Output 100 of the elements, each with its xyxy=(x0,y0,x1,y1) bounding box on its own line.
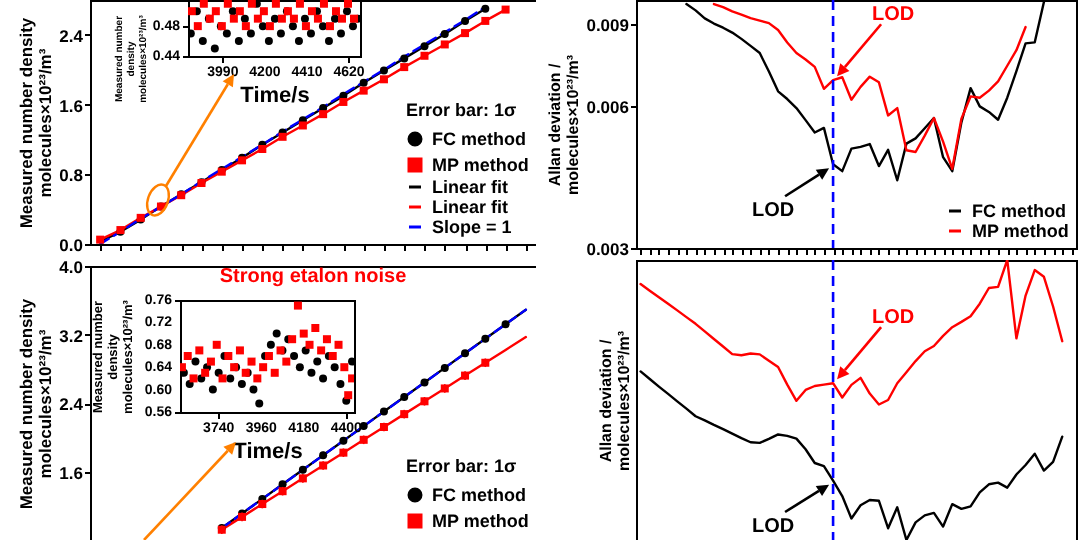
y-axis-title: Measured number density molecules×10²³/m³ xyxy=(16,298,56,510)
point xyxy=(193,22,202,31)
annotation: LOD xyxy=(871,307,915,330)
point xyxy=(264,37,273,46)
point xyxy=(343,0,352,8)
y-tick-label: 0.8 xyxy=(59,165,84,186)
legend-label: MP method xyxy=(432,511,529,531)
point xyxy=(266,340,275,349)
point xyxy=(258,22,267,31)
point xyxy=(235,346,244,355)
x-axis-title: Time/s xyxy=(233,440,303,464)
point xyxy=(180,363,186,372)
point xyxy=(336,29,345,38)
y-tick-label: 1.6 xyxy=(59,95,84,116)
point xyxy=(288,22,297,31)
point xyxy=(334,340,343,349)
point xyxy=(210,44,219,53)
annotation: LOD xyxy=(871,4,915,27)
point xyxy=(247,0,256,8)
point xyxy=(331,7,340,16)
legend-label: FC method xyxy=(972,201,1066,221)
point xyxy=(293,301,302,310)
legend-label: Slope = 1 xyxy=(432,217,512,237)
point xyxy=(212,340,221,349)
point xyxy=(191,357,200,366)
point xyxy=(344,391,353,400)
point xyxy=(259,7,268,16)
point xyxy=(305,340,314,349)
point xyxy=(270,368,279,377)
point xyxy=(295,0,304,8)
point xyxy=(299,329,308,338)
annotation: LOD xyxy=(751,516,795,538)
y-tick-label: 1.6 xyxy=(59,462,84,483)
point xyxy=(313,357,322,366)
point xyxy=(342,7,351,16)
point xyxy=(255,399,264,408)
point xyxy=(201,368,210,377)
point xyxy=(337,14,346,23)
point xyxy=(246,29,255,38)
line-series xyxy=(712,2,1027,171)
point xyxy=(229,14,238,23)
y-tick-label: 0.003 xyxy=(586,239,630,259)
y-tick-label: 2.4 xyxy=(59,394,84,414)
point xyxy=(336,380,345,388)
point xyxy=(282,357,291,366)
point xyxy=(223,0,232,8)
point xyxy=(317,346,326,355)
point xyxy=(198,37,207,46)
point xyxy=(206,357,215,366)
point xyxy=(253,14,262,23)
point xyxy=(253,374,262,383)
point xyxy=(249,385,258,394)
point xyxy=(348,374,354,383)
point xyxy=(271,0,280,8)
point xyxy=(241,22,250,31)
annotation: LOD xyxy=(751,200,795,223)
point xyxy=(318,22,327,31)
point xyxy=(208,385,217,394)
point xyxy=(265,22,274,31)
point xyxy=(218,374,227,383)
point xyxy=(348,22,357,31)
point xyxy=(306,29,315,38)
point xyxy=(348,357,354,366)
point xyxy=(322,335,331,344)
point xyxy=(247,357,256,366)
legend-label: MP method xyxy=(432,155,529,175)
point xyxy=(319,0,328,8)
point xyxy=(290,352,299,360)
point xyxy=(259,363,268,372)
point xyxy=(189,374,198,383)
point xyxy=(295,363,304,372)
point xyxy=(277,14,286,23)
legend-label: Linear fit xyxy=(432,177,509,197)
point xyxy=(307,7,316,16)
point xyxy=(188,7,196,16)
point xyxy=(183,352,192,360)
point xyxy=(272,329,281,338)
point xyxy=(211,7,220,16)
y-tick-label: 0.0 xyxy=(59,235,84,255)
point xyxy=(226,374,235,383)
point xyxy=(349,14,358,23)
y-tick-label: 0.009 xyxy=(586,14,630,35)
point xyxy=(294,37,303,46)
point xyxy=(199,0,208,8)
y-axis-title: Measured number density molecules×10²³/m³ xyxy=(16,17,56,229)
y-axis-title: Allan deviation / molecules×10²³/m³ xyxy=(597,330,633,472)
legend-label: FC method xyxy=(432,485,526,505)
point xyxy=(222,29,231,38)
y-tick-label: 3.2 xyxy=(59,325,84,346)
legend-label: FC method xyxy=(432,129,526,149)
point xyxy=(319,374,328,383)
chart-title: Strong etalon noise xyxy=(219,266,408,288)
point xyxy=(185,380,194,388)
legend-label: MP method xyxy=(972,221,1069,241)
point xyxy=(340,363,349,372)
point xyxy=(325,22,334,31)
point xyxy=(234,37,243,46)
point xyxy=(307,368,316,377)
point xyxy=(330,14,339,23)
point xyxy=(289,14,298,23)
